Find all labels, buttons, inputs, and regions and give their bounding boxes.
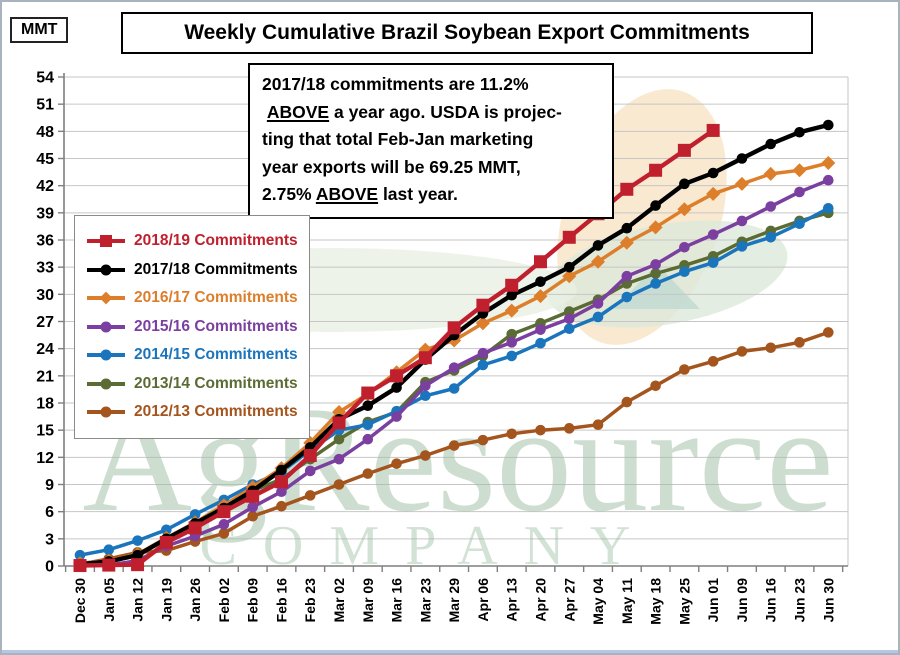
svg-text:Jan 05: Jan 05 bbox=[101, 578, 117, 622]
svg-text:Jun 09: Jun 09 bbox=[734, 578, 750, 623]
svg-text:Mar 23: Mar 23 bbox=[417, 578, 433, 623]
svg-text:24: 24 bbox=[36, 341, 54, 358]
legend-diamond-marker-icon bbox=[87, 291, 125, 305]
chart-title: Weekly Cumulative Brazil Soybean Export … bbox=[184, 21, 750, 44]
title-box: Weekly Cumulative Brazil Soybean Export … bbox=[121, 12, 813, 54]
svg-text:42: 42 bbox=[36, 178, 54, 195]
legend-item-2016-17: 2016/17 Commitments bbox=[87, 284, 299, 313]
legend-circle-marker-icon bbox=[87, 377, 125, 391]
svg-text:Jan 26: Jan 26 bbox=[187, 578, 203, 622]
svg-text:45: 45 bbox=[36, 151, 54, 168]
svg-text:Mar 02: Mar 02 bbox=[331, 578, 347, 623]
legend-label: 2017/18 Commitments bbox=[134, 260, 298, 278]
legend-circle-marker-icon bbox=[87, 263, 125, 277]
legend-item-2018-19: 2018/19 Commitments bbox=[87, 227, 299, 256]
legend-circle-marker-icon bbox=[87, 320, 125, 334]
legend-square-marker-icon bbox=[87, 234, 125, 248]
legend-label: 2012/13 Commitments bbox=[134, 403, 298, 421]
legend-item-2017-18: 2017/18 Commitments bbox=[87, 256, 299, 285]
svg-text:Apr 20: Apr 20 bbox=[532, 578, 548, 622]
svg-text:48: 48 bbox=[36, 124, 54, 141]
annotation-line-2: ABOVE a year ago. USDA is projec- bbox=[266, 101, 562, 122]
legend-label: 2014/15 Commitments bbox=[134, 346, 298, 364]
units-badge: MMT bbox=[10, 17, 69, 43]
svg-text:May 25: May 25 bbox=[676, 578, 692, 625]
svg-text:0: 0 bbox=[45, 559, 54, 576]
annotation-line-1: 2017/18 commitments are 11.2% bbox=[262, 74, 529, 94]
annotation-line-5: 2.75% ABOVE last year. bbox=[262, 184, 458, 204]
svg-text:Jan 12: Jan 12 bbox=[130, 578, 146, 622]
svg-text:54: 54 bbox=[36, 70, 54, 87]
axes bbox=[58, 73, 848, 572]
series-2014-15 bbox=[74, 203, 834, 561]
svg-text:18: 18 bbox=[36, 396, 54, 413]
legend-circle-marker-icon bbox=[87, 348, 125, 362]
annotation-callout: 2017/18 commitments are 11.2% ABOVE a ye… bbox=[248, 63, 614, 219]
svg-text:May 04: May 04 bbox=[590, 578, 606, 625]
svg-text:3: 3 bbox=[45, 531, 54, 548]
svg-text:Mar 16: Mar 16 bbox=[389, 578, 405, 623]
svg-text:39: 39 bbox=[36, 205, 54, 222]
svg-text:Feb 16: Feb 16 bbox=[273, 578, 289, 623]
svg-text:Dec 30: Dec 30 bbox=[72, 578, 88, 623]
svg-text:36: 36 bbox=[36, 233, 54, 250]
annotation-line-4: year exports will be 69.25 MMT, bbox=[262, 156, 521, 177]
svg-text:Jun 30: Jun 30 bbox=[820, 578, 836, 623]
series-2012-13 bbox=[74, 327, 834, 570]
svg-text:12: 12 bbox=[36, 450, 54, 467]
legend-item-2014-15: 2014/15 Commitments bbox=[87, 341, 299, 370]
legend-label: 2016/17 Commitments bbox=[134, 289, 298, 307]
legend-item-2012-13: 2012/13 Commitments bbox=[87, 398, 299, 427]
svg-text:Mar 29: Mar 29 bbox=[446, 578, 462, 623]
bottom-accent-line bbox=[2, 650, 898, 653]
annotation-line-3: ting that total Feb-Jan marketing bbox=[262, 129, 534, 149]
svg-text:9: 9 bbox=[45, 477, 54, 494]
svg-text:30: 30 bbox=[36, 287, 54, 304]
x-axis-labels: Dec 30 Jan 05 Jan 12 Jan 19 Jan 26 Feb 02 Feb … bbox=[72, 578, 836, 625]
svg-text:51: 51 bbox=[36, 97, 54, 114]
svg-text:33: 33 bbox=[36, 260, 54, 277]
svg-text:Jun 16: Jun 16 bbox=[763, 578, 779, 623]
svg-text:Feb 09: Feb 09 bbox=[245, 578, 261, 623]
svg-text:Apr 27: Apr 27 bbox=[561, 578, 577, 622]
svg-text:Jun 23: Jun 23 bbox=[792, 578, 808, 623]
legend-item-2015-16: 2015/16 Commitments bbox=[87, 313, 299, 342]
svg-text:Jan 19: Jan 19 bbox=[158, 578, 174, 622]
legend-label: 2013/14 Commitments bbox=[134, 374, 298, 392]
svg-text:15: 15 bbox=[36, 423, 54, 440]
legend-circle-marker-icon bbox=[87, 405, 125, 419]
svg-text:Apr 06: Apr 06 bbox=[475, 578, 491, 622]
watermark-line2: COMPANY bbox=[200, 515, 657, 577]
svg-text:May 11: May 11 bbox=[619, 578, 635, 624]
series-2018-19 bbox=[73, 123, 720, 573]
svg-text:Feb 02: Feb 02 bbox=[216, 578, 232, 623]
legend-label: 2018/19 Commitments bbox=[134, 232, 298, 250]
svg-text:Mar 09: Mar 09 bbox=[360, 578, 376, 623]
svg-text:May 18: May 18 bbox=[648, 578, 664, 625]
units-label: MMT bbox=[21, 21, 58, 38]
svg-text:Apr 13: Apr 13 bbox=[504, 578, 520, 622]
legend-item-2013-14: 2013/14 Commitments bbox=[87, 370, 299, 399]
chart-legend: 2018/19 Commitments 2017/18 Commitments 20… bbox=[74, 215, 310, 439]
svg-text:6: 6 bbox=[45, 504, 54, 521]
series-2015-16 bbox=[74, 174, 834, 571]
svg-text:Feb 23: Feb 23 bbox=[302, 578, 318, 623]
legend-label: 2015/16 Commitments bbox=[134, 317, 298, 335]
svg-text:21: 21 bbox=[36, 368, 54, 385]
svg-text:Jun 01: Jun 01 bbox=[705, 578, 721, 623]
svg-text:27: 27 bbox=[36, 314, 54, 331]
